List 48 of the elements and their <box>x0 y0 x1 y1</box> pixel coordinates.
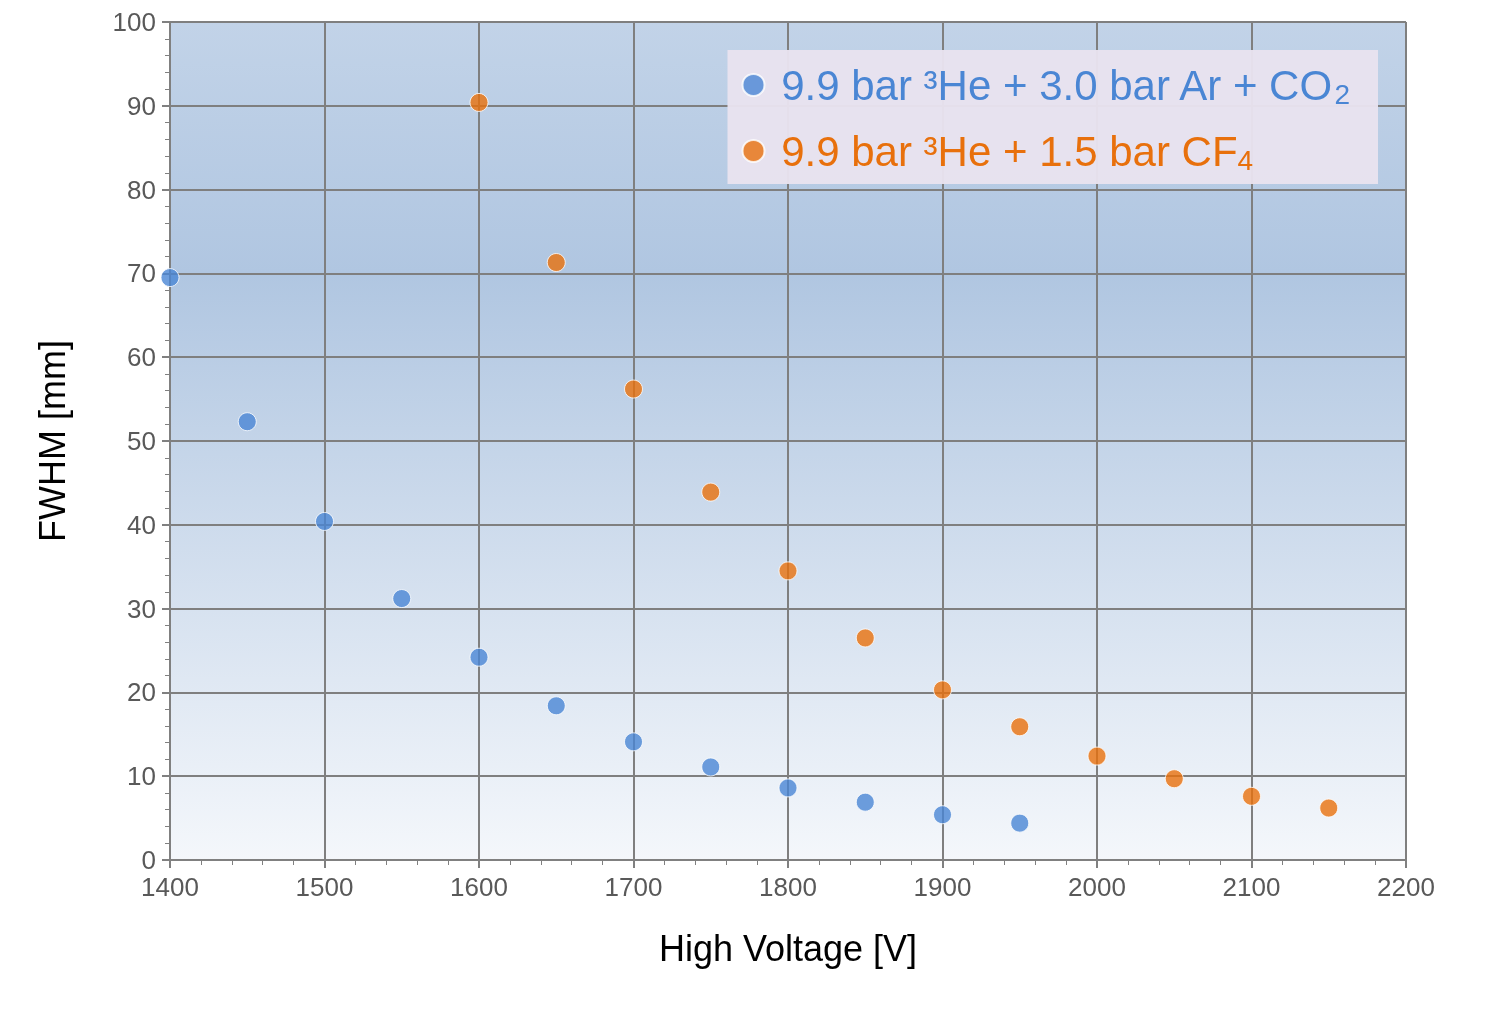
y-axis-title: FWHM [mm] <box>31 340 73 542</box>
x-tick-label: 1800 <box>759 872 817 902</box>
point <box>933 680 952 700</box>
y-tick-label: 50 <box>127 426 156 456</box>
point <box>933 805 952 825</box>
point <box>1010 813 1030 833</box>
x-tick-label: 1700 <box>604 872 663 902</box>
x-axis-title: High Voltage [V] <box>658 927 918 969</box>
y-tick-label: 40 <box>127 509 156 540</box>
legend-label: 9.9 bar ³He + 3.0 bar Ar + CO2 <box>769 61 1351 110</box>
legend-label: 9.9 bar ³He + 1.5 bar CF4 <box>769 127 1254 176</box>
point <box>1242 786 1261 806</box>
point <box>546 253 566 272</box>
y-tick-label: 60 <box>127 342 156 373</box>
x-tick-label: 2200 <box>1377 872 1435 902</box>
point <box>1319 798 1339 818</box>
point <box>160 268 180 288</box>
y-tick-label: 20 <box>127 677 156 708</box>
y-tick-label: 0 <box>141 845 156 875</box>
point <box>315 511 334 531</box>
point <box>855 792 875 812</box>
x-tick-label: 1600 <box>450 872 508 902</box>
point <box>624 379 643 399</box>
point <box>237 412 257 432</box>
point <box>1087 746 1107 766</box>
point <box>701 757 721 777</box>
point <box>469 647 489 667</box>
x-tick-label: 1500 <box>295 872 354 902</box>
x-tick-label: 2000 <box>1068 872 1126 902</box>
y-tick-label: 90 <box>127 90 156 121</box>
point <box>1164 769 1184 789</box>
y-tick-label: 30 <box>127 593 156 624</box>
y-tick-label: 70 <box>127 258 156 289</box>
point <box>469 92 489 112</box>
point <box>855 628 875 648</box>
point <box>624 732 643 752</box>
point <box>701 482 721 502</box>
y-tick-label: 80 <box>127 174 156 205</box>
point <box>778 561 798 581</box>
point <box>1010 717 1030 737</box>
x-tick-label: 2100 <box>1222 872 1281 902</box>
x-tick-label: 1900 <box>913 872 972 902</box>
point <box>778 778 798 798</box>
x-tick-label: 1400 <box>141 872 199 902</box>
point <box>392 589 412 609</box>
y-tick-label: 10 <box>127 761 156 792</box>
point <box>546 696 566 716</box>
y-tick-label: 100 <box>112 7 156 37</box>
